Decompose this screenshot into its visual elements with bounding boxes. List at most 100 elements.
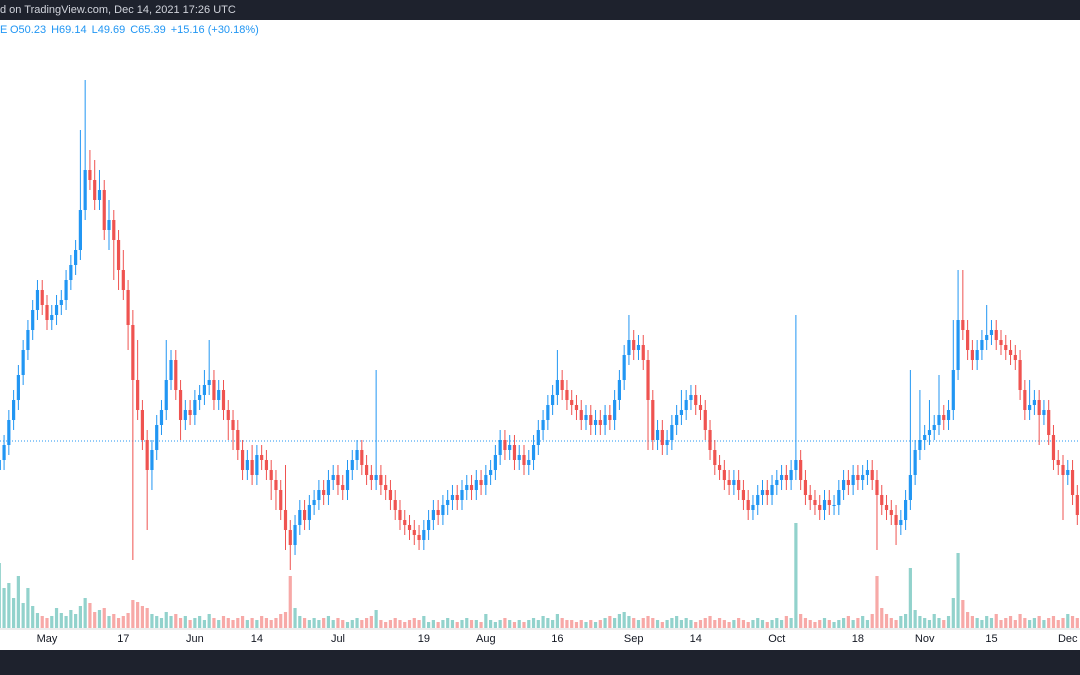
- ohlc-value: L49.69: [92, 24, 126, 36]
- volume-bar: [489, 620, 493, 628]
- volume-bar: [679, 620, 684, 628]
- candle-body: [450, 495, 455, 500]
- candle-body: [617, 380, 621, 400]
- volume-bar: [593, 622, 598, 628]
- candle-body: [1013, 355, 1017, 360]
- candle-body: [536, 430, 540, 445]
- volume-bar: [59, 613, 63, 628]
- volume-bar: [937, 618, 941, 628]
- candle-body: [1037, 400, 1041, 415]
- candle-body: [260, 455, 264, 460]
- candle-body: [498, 440, 502, 455]
- candle-body: [708, 430, 712, 450]
- candle-body: [985, 335, 989, 340]
- volume-bar: [178, 618, 183, 628]
- volume-bar: [613, 618, 617, 628]
- candle-body: [69, 265, 73, 280]
- volume-bar: [536, 620, 540, 628]
- candle-body: [717, 465, 722, 470]
- candle-body: [489, 470, 493, 475]
- candle-body: [288, 530, 292, 545]
- volume-bar: [698, 620, 703, 628]
- candle-body: [865, 470, 870, 475]
- volume-bar: [1070, 616, 1075, 628]
- candle-body: [660, 430, 664, 445]
- candle-body: [694, 395, 698, 405]
- volume-bar: [508, 620, 512, 628]
- volume-bar: [136, 602, 140, 628]
- x-tick-label: 15: [985, 633, 997, 645]
- volume-bar: [946, 616, 951, 628]
- candle-body: [140, 410, 144, 440]
- candle-body: [126, 290, 130, 325]
- volume-bar: [665, 620, 669, 628]
- candle-body: [1018, 360, 1022, 390]
- candle-body: [956, 320, 960, 370]
- volume-bar: [746, 622, 750, 628]
- volume-bar: [927, 620, 932, 628]
- volume-bar: [1047, 618, 1051, 628]
- volume-bar: [198, 616, 202, 628]
- volume-bar: [35, 613, 40, 628]
- candle-body: [16, 375, 20, 400]
- candle-body: [727, 480, 731, 485]
- volume-bar: [727, 622, 731, 628]
- volume-bar: [884, 614, 889, 628]
- candle-body: [436, 510, 440, 515]
- candle-body: [1075, 495, 1079, 515]
- volume-bar: [779, 620, 784, 628]
- volume-bar: [961, 600, 965, 628]
- candle-body: [880, 495, 884, 505]
- candle-body: [894, 515, 898, 525]
- candle-body: [698, 405, 703, 410]
- candle-body: [875, 480, 879, 495]
- candle-body: [198, 395, 202, 400]
- volume-bar: [226, 618, 230, 628]
- volume-bar: [794, 523, 798, 628]
- volume-bar: [312, 618, 316, 628]
- candle-body: [527, 460, 531, 465]
- volume-bar: [622, 612, 626, 628]
- bottom-bar: [0, 650, 1080, 675]
- volume-bar: [326, 616, 331, 628]
- candle-body: [379, 475, 383, 485]
- volume-bar: [360, 620, 364, 628]
- candle-body: [856, 475, 860, 480]
- candle-body: [994, 330, 998, 340]
- volume-bar: [1028, 620, 1032, 628]
- ohlc-value: +15.16 (+30.18%): [171, 24, 259, 36]
- candle-body: [174, 360, 178, 390]
- candle-body: [331, 475, 335, 480]
- candle-body: [665, 440, 669, 445]
- volume-bar: [989, 618, 994, 628]
- volume-bar: [403, 622, 407, 628]
- x-tick-label: Jul: [331, 633, 345, 645]
- candle-body: [560, 380, 564, 390]
- volume-bar: [584, 622, 588, 628]
- volume-bar: [45, 618, 49, 628]
- volume-bar: [951, 598, 955, 628]
- volume-bar: [78, 606, 82, 628]
- volume-bar: [832, 622, 836, 628]
- volume-bar: [455, 622, 459, 628]
- candle-body: [670, 425, 674, 440]
- volume-bar: [69, 610, 73, 628]
- candle-body: [636, 345, 641, 350]
- candle-body: [1028, 405, 1032, 410]
- volume-bar: [1008, 616, 1013, 628]
- ohlc-value: H69.14: [51, 24, 86, 36]
- candle-body: [97, 190, 102, 200]
- volume-bar: [904, 614, 908, 628]
- volume-bar: [865, 620, 870, 628]
- volume-bar: [751, 620, 755, 628]
- candle-body: [54, 305, 59, 315]
- volume-bar: [636, 620, 641, 628]
- volume-bar: [498, 620, 502, 628]
- candle-body: [188, 410, 192, 415]
- volume-bar: [789, 618, 793, 628]
- volume-bar: [813, 622, 817, 628]
- volume-bar: [64, 616, 68, 628]
- volume-bar: [598, 620, 602, 628]
- volume-bar: [956, 553, 960, 628]
